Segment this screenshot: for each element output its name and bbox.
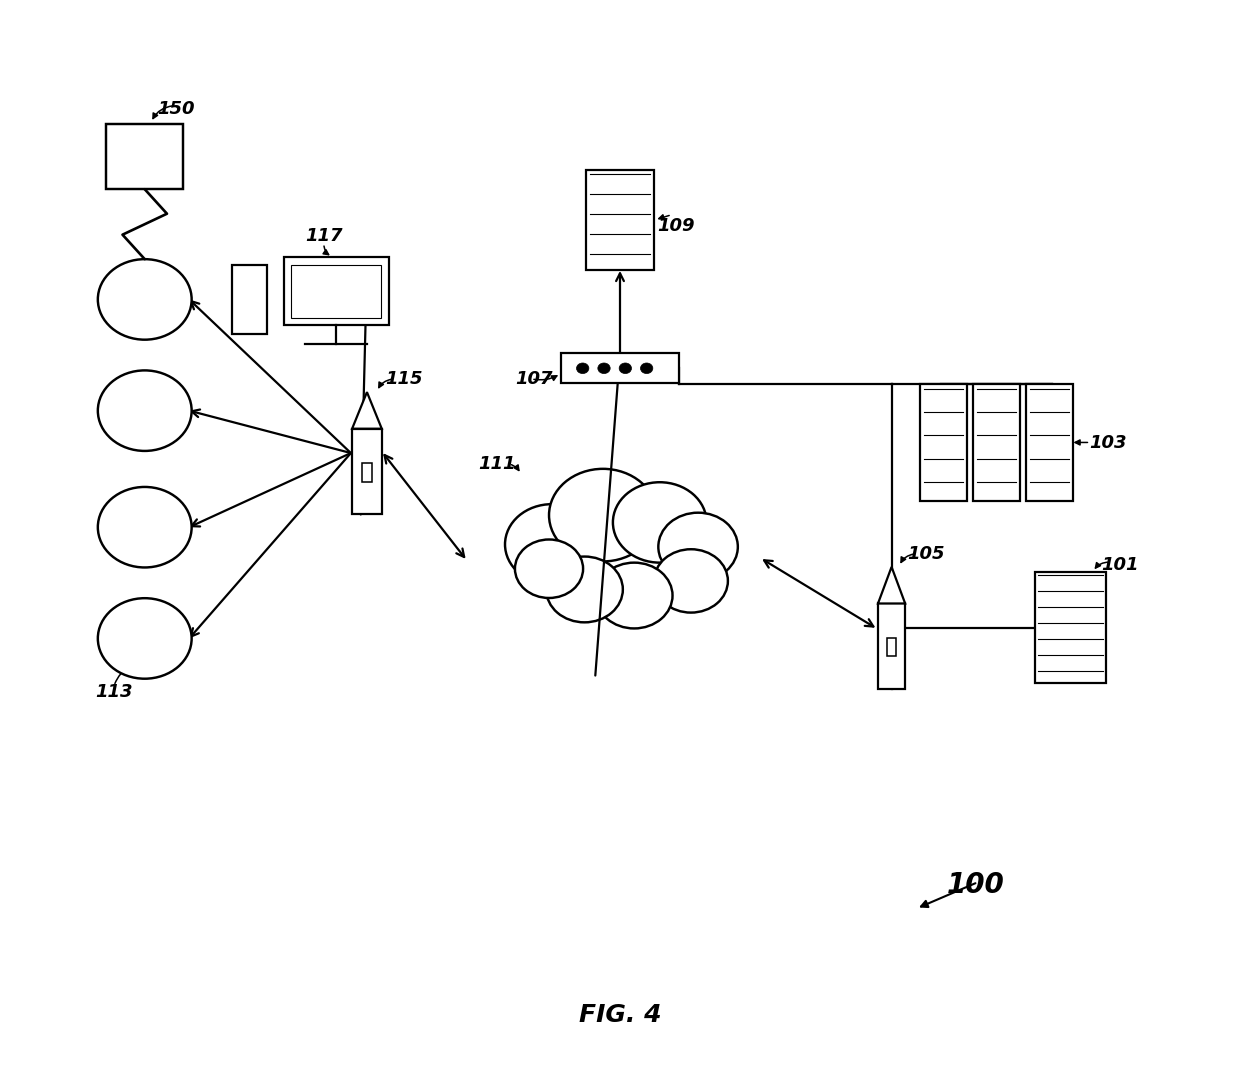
Text: 105: 105: [908, 545, 945, 563]
Text: 101: 101: [1101, 556, 1138, 574]
Bar: [1027, 384, 1073, 501]
Text: 113: 113: [95, 683, 133, 701]
Circle shape: [505, 504, 599, 585]
Text: 109: 109: [657, 216, 694, 234]
Text: 100: 100: [947, 871, 1004, 899]
Text: 115: 115: [386, 371, 423, 388]
Bar: [562, 354, 678, 383]
Bar: [291, 265, 381, 318]
Bar: [878, 604, 905, 689]
Polygon shape: [352, 392, 382, 429]
Bar: [232, 265, 267, 333]
Polygon shape: [878, 567, 905, 604]
Circle shape: [98, 487, 192, 568]
Circle shape: [613, 482, 707, 562]
Bar: [1034, 572, 1106, 684]
Circle shape: [98, 371, 192, 450]
Text: 111: 111: [479, 455, 516, 473]
Bar: [362, 463, 372, 481]
Circle shape: [515, 540, 583, 597]
Text: 103: 103: [1089, 433, 1127, 452]
Text: 117: 117: [305, 227, 342, 245]
Text: 107: 107: [515, 371, 553, 388]
Circle shape: [577, 363, 589, 374]
Circle shape: [653, 550, 728, 612]
Bar: [920, 384, 967, 501]
Circle shape: [658, 512, 738, 580]
Circle shape: [546, 557, 622, 622]
Text: 150: 150: [157, 100, 195, 118]
Circle shape: [598, 363, 610, 374]
Bar: [284, 257, 388, 326]
Bar: [587, 169, 653, 271]
Circle shape: [596, 562, 672, 628]
Circle shape: [98, 599, 192, 678]
Circle shape: [619, 363, 631, 374]
Bar: [887, 638, 897, 656]
Circle shape: [641, 363, 652, 374]
Circle shape: [98, 259, 192, 340]
Bar: [352, 429, 382, 514]
Circle shape: [549, 469, 657, 561]
Bar: [107, 124, 184, 190]
Bar: [973, 384, 1021, 501]
Text: FIG. 4: FIG. 4: [579, 1002, 661, 1027]
